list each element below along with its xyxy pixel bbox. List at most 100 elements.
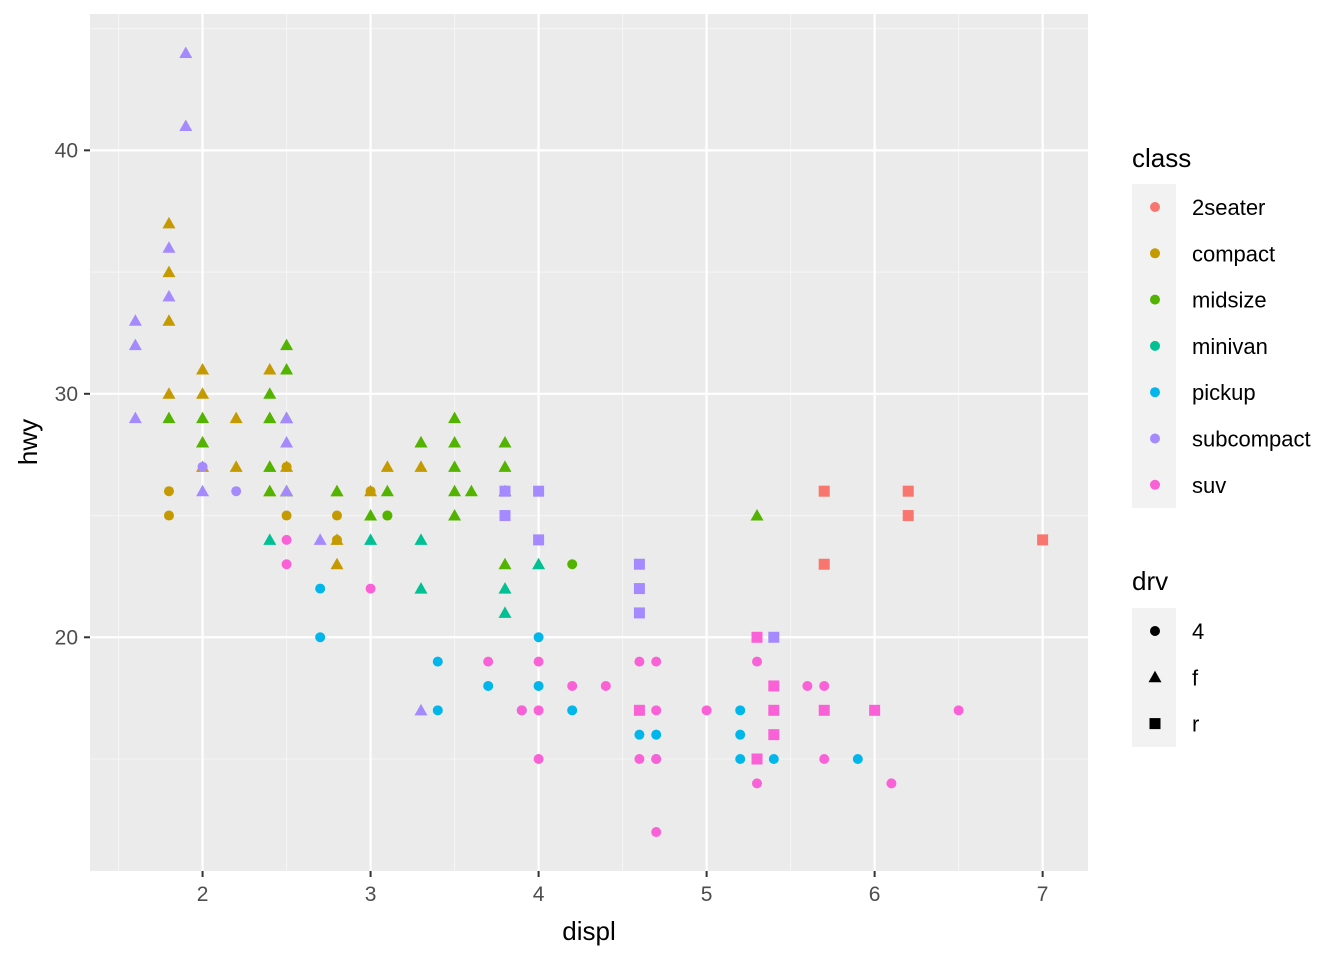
data-point (331, 510, 342, 521)
data-point (179, 46, 193, 58)
data-point (633, 583, 645, 595)
data-point (1037, 534, 1049, 546)
data-point (162, 411, 176, 424)
data-point (179, 119, 193, 131)
data-point (162, 265, 176, 278)
legend-drv-label: 4 (1192, 619, 1204, 644)
y-axis-ticks: 20 30 40 (55, 139, 90, 649)
data-point (281, 510, 292, 521)
data-point (280, 411, 294, 424)
data-point (499, 510, 511, 522)
data-point (128, 411, 142, 424)
data-point (818, 558, 830, 570)
legend-drv-title: drv (1132, 566, 1168, 596)
data-point (533, 534, 545, 546)
data-points (128, 46, 1049, 838)
data-point (414, 436, 428, 448)
plot-panel (90, 14, 1088, 871)
data-point (163, 510, 174, 521)
data-point (382, 510, 393, 521)
data-point (364, 533, 378, 545)
data-point (364, 509, 378, 521)
data-point (162, 387, 176, 399)
legend-class-key (1150, 294, 1160, 305)
data-point (752, 778, 763, 789)
data-point (483, 680, 494, 691)
data-point (162, 314, 176, 326)
data-point (498, 460, 512, 472)
legend-class-label: suv (1192, 473, 1226, 498)
data-point (196, 387, 210, 399)
data-point (330, 533, 344, 545)
data-point (802, 680, 813, 691)
data-point (751, 631, 763, 643)
data-point (280, 338, 294, 351)
data-point (280, 484, 294, 497)
data-point (196, 484, 210, 497)
data-point (196, 411, 210, 424)
data-point (768, 704, 780, 716)
data-point (651, 827, 662, 838)
x-tick-label: 6 (869, 883, 881, 906)
data-point (634, 656, 645, 667)
data-point (315, 583, 326, 594)
data-point (498, 606, 512, 618)
data-point (768, 680, 780, 692)
data-point (196, 436, 210, 448)
data-point (819, 754, 830, 765)
legend-class-key (1150, 387, 1160, 398)
data-point (768, 729, 780, 741)
data-point (633, 704, 645, 716)
data-point (735, 754, 746, 765)
x-tick-label: 2 (197, 883, 209, 906)
data-point (633, 558, 645, 570)
x-tick-label: 4 (533, 883, 545, 906)
grid-major-lines (90, 14, 1088, 871)
legend-class-label: pickup (1192, 380, 1256, 405)
data-point (464, 484, 478, 497)
legend-class-label: midsize (1192, 288, 1267, 313)
data-point (281, 559, 292, 570)
data-point (432, 705, 443, 716)
legend-class-key (1150, 248, 1160, 259)
data-point (533, 754, 544, 765)
data-point (634, 754, 645, 765)
legend-class-key (1150, 202, 1160, 212)
data-point (735, 729, 746, 740)
data-point (768, 631, 780, 643)
data-point (852, 754, 863, 765)
data-point (633, 607, 645, 619)
data-point (902, 485, 914, 497)
y-axis-title: hwy (13, 419, 43, 465)
data-point (315, 632, 326, 643)
data-point (414, 582, 428, 594)
data-point (163, 486, 174, 497)
data-point (364, 484, 378, 497)
data-point (533, 705, 544, 716)
grid-minor-lines (90, 14, 1088, 871)
data-point (229, 460, 243, 472)
data-point (498, 557, 512, 570)
data-point (902, 510, 914, 522)
data-point (196, 362, 210, 375)
data-point (567, 559, 578, 570)
data-point (448, 484, 462, 497)
data-point (128, 338, 142, 351)
data-point (128, 314, 142, 326)
x-tick-label: 3 (365, 883, 377, 906)
data-point (567, 705, 578, 716)
data-point (533, 680, 544, 691)
data-point (483, 656, 494, 667)
data-point (651, 754, 662, 765)
data-point (162, 289, 176, 302)
data-point (448, 460, 462, 472)
data-point (330, 557, 344, 570)
data-point (567, 680, 578, 691)
data-point (953, 705, 964, 716)
data-point (750, 509, 764, 521)
data-point (281, 534, 292, 545)
data-point (231, 486, 242, 497)
data-point (818, 704, 830, 716)
